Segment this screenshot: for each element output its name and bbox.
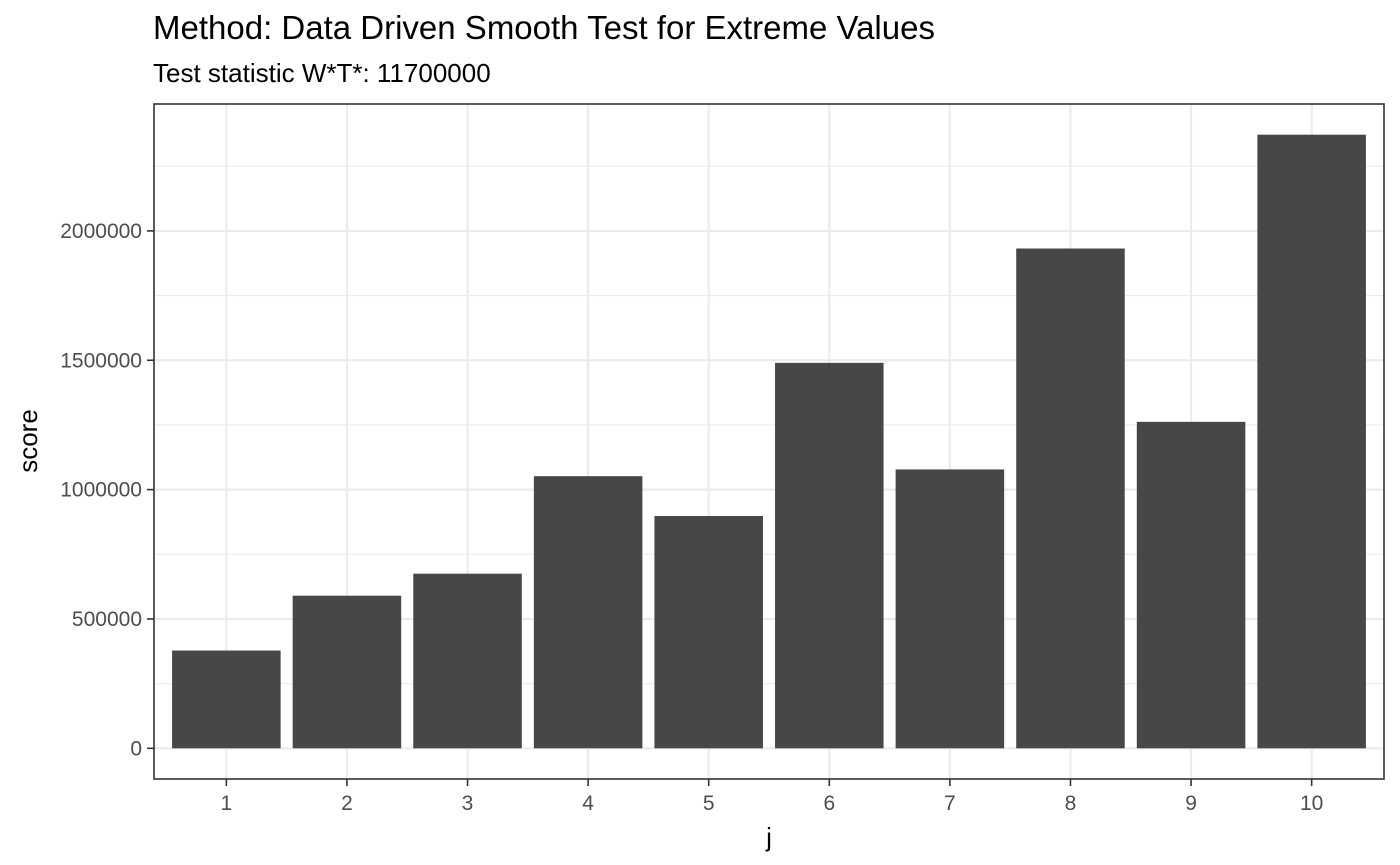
x-tick-label: 4 [582, 792, 594, 815]
y-axis-title: score [13, 409, 43, 473]
y-tick-label: 500000 [72, 608, 142, 631]
x-tick-label: 2 [341, 792, 353, 815]
x-tick-label: 1 [221, 792, 233, 815]
y-axis: 0 500000 1000000 1500000 2000000 [60, 220, 154, 760]
x-tick-label: 10 [1300, 792, 1323, 815]
y-tick-label: 1500000 [60, 349, 142, 372]
y-tick-label: 1000000 [60, 479, 142, 502]
bar-j-10 [1257, 134, 1366, 749]
x-tick-label: 3 [462, 792, 474, 815]
x-tick-label: 8 [1065, 792, 1077, 815]
bar-j-5 [654, 516, 763, 749]
y-tick-label: 0 [130, 737, 142, 760]
bar-j-4 [533, 476, 643, 749]
x-axis-title: j [765, 822, 772, 852]
bar-j-3 [413, 573, 522, 749]
bar-series [172, 134, 1366, 749]
x-tick-label: 9 [1185, 792, 1197, 815]
bar-j-6 [775, 362, 884, 749]
bar-j-8 [1016, 248, 1125, 749]
x-tick-label: 6 [823, 792, 835, 815]
chart-subtitle: Test statistic W*T*: 11700000 [153, 58, 491, 88]
plot-panel-border [153, 103, 1385, 780]
x-tick-label: 7 [944, 792, 956, 815]
bar-j-2 [292, 595, 402, 749]
bar-j-1 [172, 650, 281, 749]
x-axis: 1 2 3 4 5 6 7 8 9 10 [221, 779, 1323, 815]
y-tick-label: 2000000 [60, 220, 142, 243]
bar-j-7 [895, 469, 1005, 749]
bar-j-9 [1136, 421, 1246, 749]
chart-title: Method: Data Driven Smooth Test for Extr… [153, 9, 935, 46]
x-tick-label: 5 [703, 792, 715, 815]
